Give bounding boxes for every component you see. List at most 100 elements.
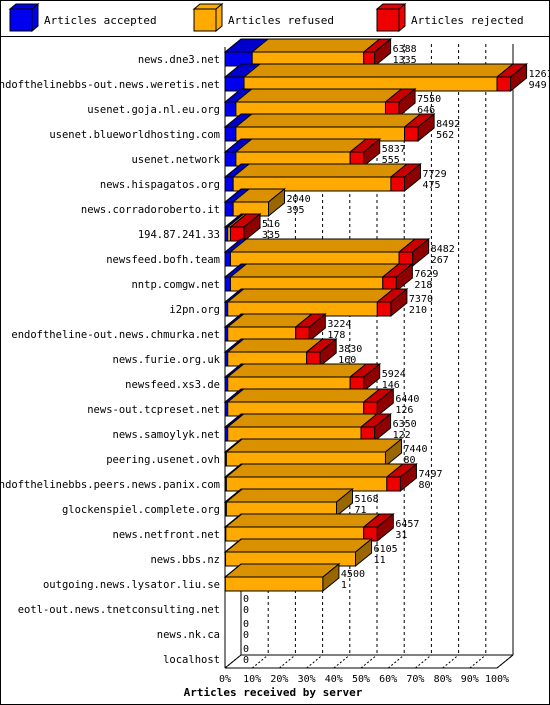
bars <box>223 37 529 593</box>
data-label-rejected: 562 <box>436 130 454 141</box>
bar-segment-refused-top <box>242 63 515 78</box>
tick-label: 100% <box>485 674 509 685</box>
bar-end-face <box>336 487 354 518</box>
tick-label: 0% <box>219 674 231 685</box>
data-label-rejected: 218 <box>414 280 432 291</box>
bar-segment-refused-top <box>250 38 382 53</box>
tick-label: 80% <box>434 674 452 685</box>
legend-item-accepted: Articles accepted <box>8 2 157 33</box>
bar-segment-refused-top <box>224 438 403 453</box>
bar-12 <box>223 337 338 368</box>
floor-tick <box>306 654 323 669</box>
data-label-total: 7729 <box>423 169 447 180</box>
data-label-total: 7629 <box>414 269 438 280</box>
bar-segment-rejected <box>376 301 392 317</box>
bar-segment-rejected <box>404 126 419 142</box>
data-label-rejected: 395 <box>287 205 305 216</box>
bar-segment-rejected <box>390 176 406 192</box>
bar-end-face <box>363 362 381 393</box>
legend-item-rejected: Articles rejected <box>375 2 524 33</box>
bar-10 <box>223 287 409 318</box>
bar-end-face <box>404 162 422 193</box>
data-label-total: 0 <box>243 594 249 605</box>
data-label-total: 2040 <box>287 194 311 205</box>
data-label-rejected: 178 <box>327 330 345 341</box>
bar-end-face <box>510 62 528 93</box>
bar-14 <box>223 387 395 418</box>
data-label-total: 6440 <box>395 394 419 405</box>
category-label: usenet.goja.nl.eu.org <box>87 104 220 116</box>
bar-13 <box>223 362 382 393</box>
category-label: news.netfront.net <box>113 529 220 541</box>
tick-label: 40% <box>325 674 343 685</box>
legend-swatch-rejected-side <box>398 2 406 33</box>
bar-4 <box>223 137 382 168</box>
bar-end-face <box>374 37 392 68</box>
category-label: 194.87.241.33 <box>138 229 220 241</box>
bar-end-face <box>376 387 394 418</box>
bar-0 <box>223 37 393 68</box>
category-label: eotl-out.news.tnetconsulting.net <box>18 604 220 616</box>
data-label-rejected: 210 <box>409 305 427 316</box>
data-label-rejected: 646 <box>417 105 435 116</box>
data-label-rejected: 80 <box>403 455 415 466</box>
data-label-total: 8482 <box>431 244 455 255</box>
bar-end-face <box>417 112 435 143</box>
category-label: news.bbs.nz <box>150 554 220 566</box>
bar-segment-refused-top <box>234 138 368 153</box>
bar-end-face <box>399 462 417 493</box>
category-label: peering.usenet.ovh <box>106 454 220 466</box>
data-label-total: 7370 <box>409 294 433 305</box>
data-label-rejected: 160 <box>338 355 356 366</box>
floor-tick <box>469 654 487 669</box>
floor-tick <box>360 654 378 669</box>
data-label-rejected: 949 <box>529 80 547 91</box>
bar-end-face <box>376 512 394 543</box>
floor-tick <box>251 654 269 669</box>
legend-swatch-refused-side <box>215 2 223 33</box>
data-label-rejected: 475 <box>423 180 441 191</box>
bar-17 <box>223 462 418 493</box>
data-label-rejected: 267 <box>431 255 449 266</box>
data-label-rejected: 555 <box>382 155 400 166</box>
data-label-rejected: 0 <box>243 630 249 641</box>
category-label: news.nk.ca <box>157 629 220 641</box>
bar-end-face <box>243 212 261 243</box>
x-axis-ticks: 0% 10% 20% 30% 40% 50% 60% 70% 80% 90% 100% <box>219 674 509 685</box>
bar-2 <box>223 87 417 118</box>
tick-label: 70% <box>406 674 424 685</box>
category-label: endofthelinebbs-out.news.weretis.net <box>0 79 220 91</box>
bar-5 <box>223 162 422 193</box>
bar-end-face <box>412 237 430 268</box>
bar-9 <box>223 262 414 293</box>
tick-label: 90% <box>461 674 479 685</box>
category-label: nntp.comgw.net <box>131 279 220 291</box>
bar-11 <box>223 312 327 343</box>
category-label: newsfeed.bofh.team <box>106 254 220 266</box>
category-label: news.dne3.net <box>138 54 220 66</box>
data-label-total: 4500 <box>341 569 365 580</box>
legend-swatch-accepted <box>9 8 33 32</box>
category-label: endofthelinebbs.peers.news.panix.com <box>0 479 220 491</box>
category-label: news.samoylyk.net <box>113 429 220 441</box>
category-labels: news.dne3.net63881335endofthelinebbs-out… <box>0 44 550 666</box>
data-label-total: 5924 <box>382 369 406 380</box>
bar-7 <box>223 212 262 243</box>
bar-segment-accepted <box>224 126 237 142</box>
category-label: newsfeed.xs3.de <box>125 379 220 391</box>
data-label-total: 6350 <box>393 419 417 430</box>
bar-segment-refused-top <box>224 488 354 503</box>
bar-segment-refused <box>224 576 324 592</box>
data-label-rejected: 71 <box>355 505 367 516</box>
data-label-rejected: 80 <box>418 480 430 491</box>
bar-end-face <box>322 562 340 593</box>
data-label-rejected: 1 <box>341 580 347 591</box>
data-label-rejected: 0 <box>243 605 249 616</box>
data-label-total: 5837 <box>382 144 406 155</box>
x-axis-label: Articles received by server <box>184 686 363 699</box>
legend-swatch-refused <box>193 8 217 32</box>
bar-segment-refused-top <box>226 288 395 303</box>
category-label: news-out.tcpreset.net <box>87 404 220 416</box>
category-label: localhost <box>163 654 220 666</box>
